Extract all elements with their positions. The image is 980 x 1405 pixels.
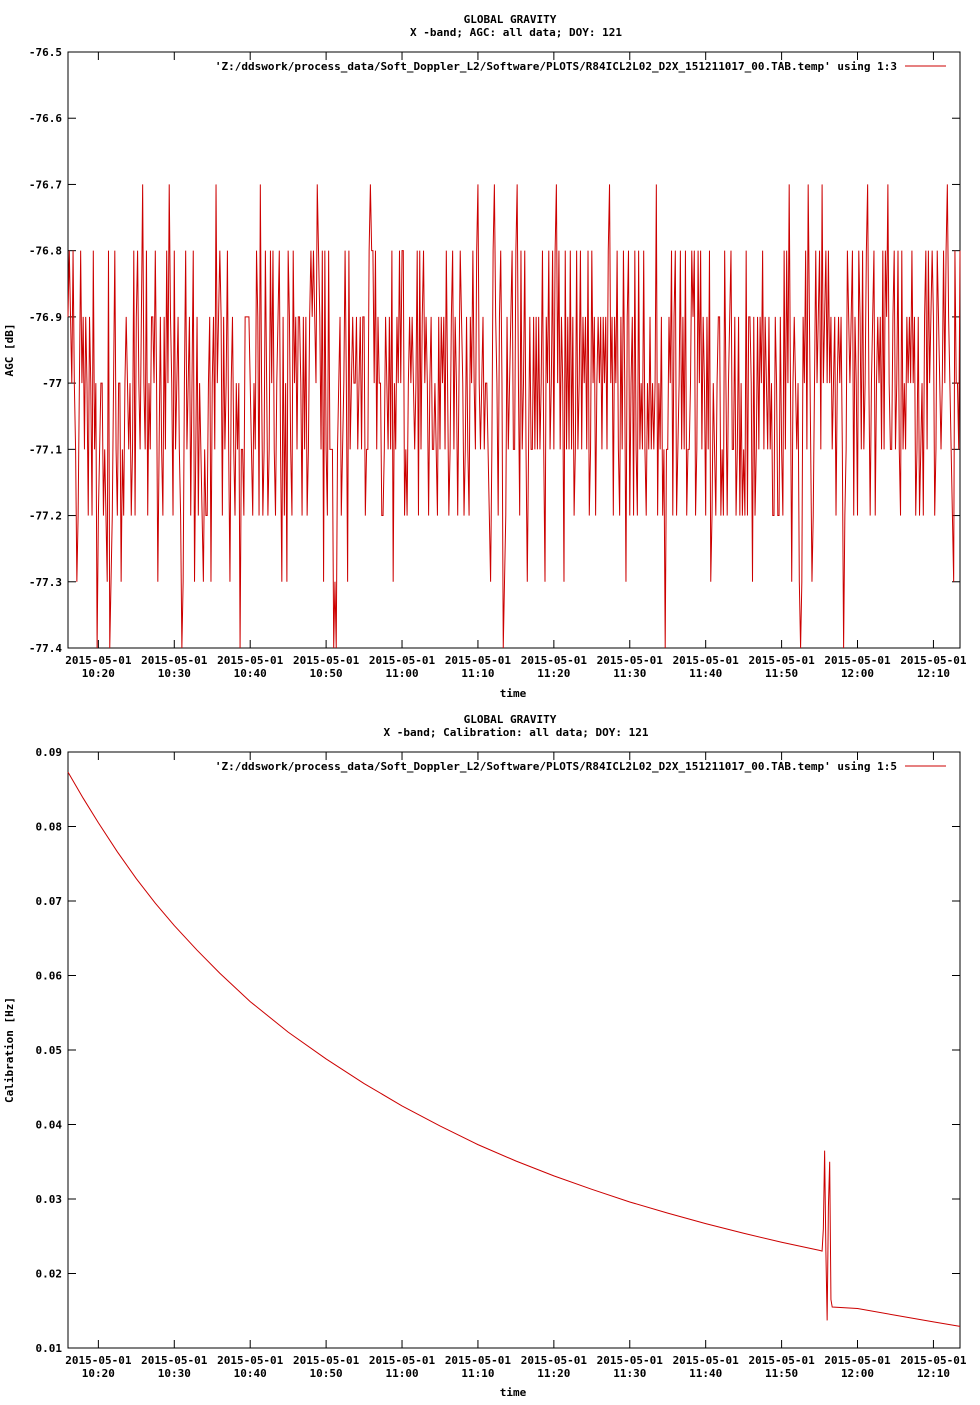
calibration-x-tick-time: 12:10: [917, 1367, 950, 1380]
agc-x-axis: 2015-05-0110:202015-05-0110:302015-05-01…: [65, 52, 967, 680]
calibration-y-tick-label: 0.01: [36, 1342, 63, 1355]
calibration-y-axis-label: Calibration [Hz]: [3, 997, 16, 1103]
agc-y-tick-label: -76.6: [29, 112, 62, 125]
agc-x-tick-time: 11:30: [613, 667, 646, 680]
calibration-x-axis: 2015-05-0110:202015-05-0110:302015-05-01…: [65, 752, 967, 1380]
calibration-legend-label: 'Z:/ddswork/process_data/Soft_Doppler_L2…: [215, 760, 897, 773]
agc-legend-label: 'Z:/ddswork/process_data/Soft_Doppler_L2…: [215, 60, 897, 73]
agc-x-tick-time: 10:30: [158, 667, 191, 680]
agc-x-tick-date: 2015-05-01: [65, 654, 132, 667]
calibration-y-tick-label: 0.07: [36, 895, 63, 908]
agc-chart-subtitle: X -band; AGC: all data; DOY: 121: [410, 26, 622, 39]
agc-x-tick-time: 11:00: [385, 667, 418, 680]
calibration-x-tick-date: 2015-05-01: [748, 1354, 815, 1367]
calibration-chart-title: GLOBAL GRAVITY: [464, 713, 557, 726]
calibration-series-line: [67, 771, 961, 1327]
calibration-x-tick-time: 10:40: [234, 1367, 267, 1380]
agc-x-tick-date: 2015-05-01: [673, 654, 740, 667]
agc-x-tick-time: 10:50: [310, 667, 343, 680]
calibration-x-tick-time: 11:50: [765, 1367, 798, 1380]
calibration-y-tick-label: 0.05: [36, 1044, 63, 1057]
calibration-x-tick-time: 11:30: [613, 1367, 646, 1380]
agc-plot-frame: [67, 51, 961, 649]
calibration-x-tick-date: 2015-05-01: [445, 1354, 512, 1367]
calibration-x-tick-date: 2015-05-01: [141, 1354, 208, 1367]
agc-y-tick-label: -77.2: [29, 510, 62, 523]
agc-y-tick-label: -76.7: [29, 178, 62, 191]
calibration-x-tick-date: 2015-05-01: [217, 1354, 284, 1367]
agc-y-tick-label: -76.9: [29, 311, 62, 324]
calibration-x-tick-time: 11:40: [689, 1367, 722, 1380]
agc-panel: GLOBAL GRAVITY X -band; AGC: all data; D…: [3, 13, 967, 700]
calibration-x-tick-date: 2015-05-01: [673, 1354, 740, 1367]
agc-x-axis-label: time: [500, 687, 527, 700]
calibration-x-tick-time: 10:20: [82, 1367, 115, 1380]
agc-series-line: [67, 184, 961, 649]
agc-x-tick-date: 2015-05-01: [597, 654, 664, 667]
calibration-y-tick-label: 0.09: [36, 746, 63, 759]
agc-x-tick-time: 11:40: [689, 667, 722, 680]
agc-y-axis: -76.5 -76.6 -76.7 -76.8 -76.9 -77 -77.1 -77.2 -7…: [29, 46, 960, 655]
calibration-x-tick-date: 2015-05-01: [824, 1354, 891, 1367]
agc-x-tick-date: 2015-05-01: [369, 654, 436, 667]
agc-series: [67, 184, 961, 649]
agc-y-tick-label: -77.4: [29, 642, 62, 655]
calibration-x-tick-date: 2015-05-01: [293, 1354, 360, 1367]
agc-y-axis-label: AGC [dB]: [3, 324, 16, 377]
agc-x-tick-date: 2015-05-01: [521, 654, 588, 667]
calibration-x-tick-date: 2015-05-01: [65, 1354, 132, 1367]
agc-x-tick-date: 2015-05-01: [824, 654, 891, 667]
calibration-x-axis-label: time: [500, 1386, 527, 1399]
calibration-x-tick-time: 11:10: [461, 1367, 494, 1380]
agc-x-tick-time: 11:10: [461, 667, 494, 680]
agc-x-tick-time: 11:20: [537, 667, 570, 680]
calibration-x-tick-date: 2015-05-01: [900, 1354, 967, 1367]
agc-chart-title: GLOBAL GRAVITY: [464, 13, 557, 26]
calibration-y-tick-label: 0.06: [36, 970, 63, 983]
agc-x-tick-time: 11:50: [765, 667, 798, 680]
agc-x-tick-date: 2015-05-01: [900, 654, 967, 667]
calibration-chart-subtitle: X -band; Calibration: all data; DOY: 121: [384, 726, 649, 739]
calibration-y-tick-label: 0.04: [36, 1119, 63, 1132]
agc-x-tick-time: 12:00: [841, 667, 874, 680]
agc-y-tick-label: -76.5: [29, 46, 62, 59]
calibration-x-tick-time: 11:20: [537, 1367, 570, 1380]
agc-x-tick-date: 2015-05-01: [445, 654, 512, 667]
agc-x-tick-date: 2015-05-01: [748, 654, 815, 667]
calibration-x-tick-date: 2015-05-01: [369, 1354, 436, 1367]
calibration-y-axis: 0.09 0.08 0.07 0.06 0.05 0.04 0.03 0.02 0.01: [36, 746, 960, 1355]
calibration-x-tick-time: 11:00: [385, 1367, 418, 1380]
agc-x-tick-date: 2015-05-01: [293, 654, 360, 667]
calibration-panel: GLOBAL GRAVITY X -band; Calibration: all…: [3, 713, 967, 1399]
calibration-y-tick-label: 0.08: [36, 821, 63, 834]
agc-y-tick-label: -76.8: [29, 245, 62, 258]
agc-x-tick-time: 10:40: [234, 667, 267, 680]
agc-y-tick-label: -77: [42, 377, 62, 390]
calibration-x-tick-date: 2015-05-01: [521, 1354, 588, 1367]
calibration-x-tick-time: 10:30: [158, 1367, 191, 1380]
agc-x-tick-date: 2015-05-01: [217, 654, 284, 667]
calibration-x-tick-time: 12:00: [841, 1367, 874, 1380]
agc-x-tick-date: 2015-05-01: [141, 654, 208, 667]
calibration-x-tick-date: 2015-05-01: [597, 1354, 664, 1367]
calibration-y-tick-label: 0.03: [36, 1193, 63, 1206]
agc-y-tick-label: -77.3: [29, 576, 62, 589]
agc-y-tick-label: -77.1: [29, 443, 62, 456]
calibration-y-tick-label: 0.02: [36, 1268, 63, 1281]
calibration-series: [67, 771, 961, 1327]
agc-x-tick-time: 12:10: [917, 667, 950, 680]
agc-x-tick-time: 10:20: [82, 667, 115, 680]
calibration-x-tick-time: 10:50: [310, 1367, 343, 1380]
